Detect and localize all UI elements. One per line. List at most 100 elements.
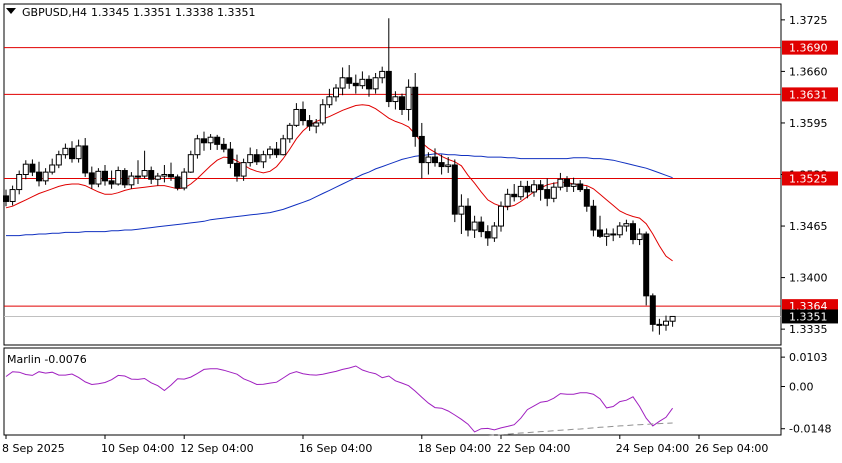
candle-body: [247, 154, 254, 164]
candle-body: [550, 186, 557, 199]
time-axis-label: 12 Sep 04:00: [180, 442, 253, 455]
candle-body: [537, 184, 544, 191]
candle-body: [372, 77, 379, 90]
candle-body: [141, 170, 148, 177]
candle-body: [148, 170, 155, 180]
price-level-label: 1.3525: [789, 172, 828, 185]
candle-body: [511, 193, 518, 198]
candle-body: [306, 120, 313, 127]
candle-body: [504, 193, 511, 207]
candle-body: [418, 135, 425, 164]
candle-body: [451, 164, 458, 215]
time-axis-label: 26 Sep 04:00: [695, 442, 768, 455]
candle-body: [108, 180, 115, 185]
candle-body: [253, 154, 260, 163]
candle-body: [313, 122, 320, 127]
time-axis-label: 18 Sep 04:00: [418, 442, 491, 455]
candle-body: [412, 86, 419, 137]
marlin-line: [5, 365, 674, 433]
candle-body: [438, 162, 445, 168]
indicator-axis-label: -0.0148: [789, 423, 831, 436]
candle-body: [121, 170, 128, 186]
candle-body: [471, 221, 478, 231]
candle-body: [517, 185, 524, 198]
candle-body: [557, 178, 564, 188]
price-axis-label: 1.3335: [789, 323, 828, 336]
candle-body: [227, 148, 234, 164]
candle-body: [273, 148, 280, 156]
time-axis-label: 24 Sep 04:00: [616, 442, 689, 455]
candle-body: [220, 143, 227, 150]
candle-body: [524, 185, 531, 193]
candle-body: [583, 189, 590, 207]
candle-body: [385, 70, 392, 103]
candle-body: [663, 320, 669, 326]
chart-ohlc: 1.3345 1.3351 1.3338 1.3351: [91, 6, 255, 19]
candle-body: [88, 172, 95, 185]
candle-body: [603, 233, 610, 237]
price-level-tag: [782, 87, 838, 102]
candle-body: [95, 170, 102, 185]
indicator-axis-label: 0.0103: [789, 351, 828, 364]
candle-body: [333, 87, 339, 98]
collapse-triangle-icon[interactable]: [6, 8, 16, 14]
price-axis-label: 1.3465: [789, 220, 828, 233]
candle-body: [531, 184, 537, 193]
candle-body: [293, 108, 300, 126]
candle-body: [214, 136, 221, 145]
indicator-axis-label: 0.00: [789, 381, 814, 394]
candle-body: [55, 154, 62, 166]
candle-body: [616, 225, 623, 236]
price-level-label: 1.3690: [789, 42, 828, 55]
candle-body: [201, 138, 207, 144]
candle-body: [82, 145, 89, 174]
candle-body: [643, 233, 650, 297]
price-axis-label: 1.3660: [789, 65, 828, 78]
candle-body: [498, 205, 504, 227]
candle-body: [102, 170, 108, 182]
price-axis-label: 1.3400: [789, 272, 828, 285]
candle-body: [115, 170, 122, 185]
candle-body: [564, 178, 570, 187]
candle-body: [544, 189, 551, 199]
candle-body: [339, 77, 346, 89]
candle-body: [168, 174, 174, 178]
candle-body: [610, 233, 617, 236]
candle-body: [352, 82, 359, 87]
candle-body: [478, 221, 485, 233]
candle-body: [181, 171, 188, 189]
candle-body: [669, 315, 676, 322]
time-axis-label: 16 Sep 04:00: [299, 442, 372, 455]
candle-body: [9, 189, 16, 202]
indicator-plot-frame[interactable]: [3, 347, 782, 436]
candle-body: [280, 138, 287, 156]
candle-body: [445, 164, 452, 168]
candle-body: [491, 225, 498, 239]
current-price-tag: [782, 309, 838, 324]
candle-body: [597, 229, 603, 237]
candle-body: [623, 223, 630, 227]
candle-body: [636, 233, 643, 241]
ma-slow-line: [6, 153, 673, 237]
candle-body: [234, 162, 240, 177]
candle-body: [649, 295, 656, 325]
candle-body: [207, 136, 214, 144]
candle-body: [300, 108, 306, 122]
candle-body: [458, 205, 465, 215]
candle-body: [154, 175, 161, 180]
time-axis-label: 8 Sep 2025: [2, 442, 65, 455]
ma-fast-line: [5, 104, 673, 262]
candle-body: [260, 154, 267, 163]
chart-symbol: GBPUSD,H4: [22, 6, 87, 19]
price-level-label: 1.3631: [789, 88, 828, 101]
candle-body: [286, 124, 293, 140]
candle-body: [75, 145, 82, 160]
candle-body: [366, 78, 372, 90]
price-axis-label: 1.3725: [789, 14, 828, 27]
candle-body: [484, 231, 491, 239]
price-axis-label: 1.3595: [789, 117, 828, 130]
candle-body: [42, 171, 49, 182]
candle-body: [392, 96, 399, 103]
